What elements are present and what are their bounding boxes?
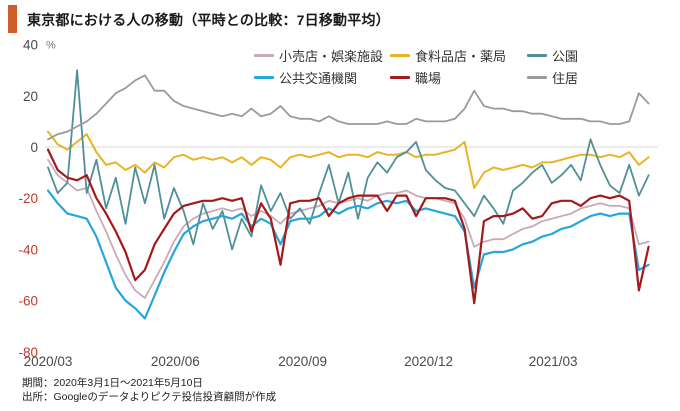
x-tick-label: 2020/09 bbox=[278, 354, 327, 369]
legend-label-retail: 小売店・娯楽施設 bbox=[279, 48, 384, 64]
x-tick-label: 2020/03 bbox=[24, 354, 73, 369]
transit-line-swatch-icon bbox=[254, 75, 274, 79]
legend-item-grocery: 食料品店・薬局 bbox=[390, 47, 507, 64]
footer-period: 期間：2020年3月1日～2021年5月10日 bbox=[22, 377, 203, 389]
page-title: 東京都における人の移動（平時との比較：7日移動平均） bbox=[27, 12, 390, 28]
retail-line-swatch-icon bbox=[254, 53, 274, 57]
legend-label-grocery: 食料品店・薬局 bbox=[415, 48, 507, 64]
x-tick-label: 2020/12 bbox=[404, 354, 453, 369]
legend-item-parks: 公園 bbox=[527, 47, 579, 64]
legend-item-workplaces: 職場 bbox=[390, 69, 442, 86]
series-line-transit bbox=[46, 189, 650, 320]
title-accent-bar bbox=[8, 5, 17, 33]
y-tick-label: -60 bbox=[18, 294, 38, 309]
grocery-line-swatch-icon bbox=[390, 53, 410, 57]
y-tick-label: -80 bbox=[18, 345, 38, 360]
y-tick-label: 0 bbox=[30, 140, 38, 155]
y-axis-unit: % bbox=[46, 40, 56, 52]
footer-source: 出所：Googleのデータよりピクテ投信投資顧問が作成 bbox=[22, 391, 277, 403]
series-line-workplaces bbox=[46, 148, 650, 305]
y-tick-label: 20 bbox=[23, 89, 38, 104]
y-tick-label: -40 bbox=[18, 242, 38, 257]
residential-line-swatch-icon bbox=[527, 75, 547, 79]
legend-item-retail: 小売店・娯楽施設 bbox=[254, 47, 384, 64]
y-tick-label: 40 bbox=[23, 38, 38, 53]
legend-item-transit: 公共交通機関 bbox=[254, 69, 358, 86]
parks-line-swatch-icon bbox=[527, 53, 547, 57]
legend-label-parks: 公園 bbox=[552, 48, 579, 64]
legend-label-transit: 公共交通機関 bbox=[279, 70, 358, 86]
y-tick-label: -20 bbox=[18, 191, 38, 206]
series-line-residential bbox=[47, 74, 650, 141]
series-line-retail bbox=[47, 158, 650, 299]
series-line-grocery bbox=[47, 130, 650, 189]
legend-item-residential: 住居 bbox=[527, 69, 579, 86]
workplaces-line-swatch-icon bbox=[390, 75, 410, 79]
series-line-parks bbox=[47, 69, 650, 251]
legend-label-workplaces: 職場 bbox=[415, 70, 442, 86]
x-tick-label: 2021/03 bbox=[529, 354, 578, 369]
legend-label-residential: 住居 bbox=[552, 70, 579, 86]
x-tick-label: 2020/06 bbox=[151, 354, 200, 369]
